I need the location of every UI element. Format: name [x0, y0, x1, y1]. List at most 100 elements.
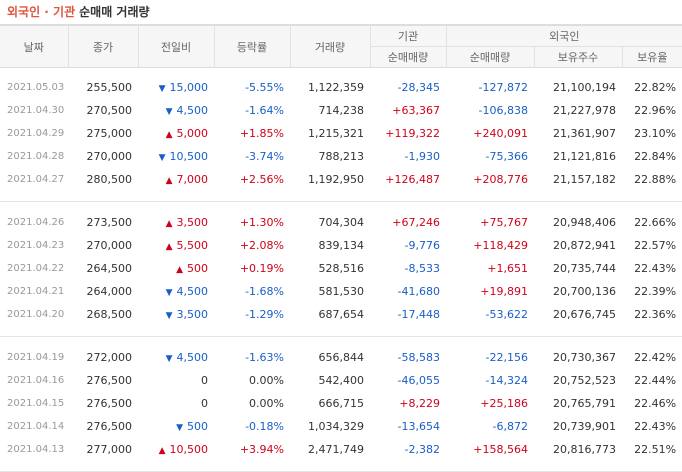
table-body: 2021.05.03 255,500 ▼ 15,000 -5.55% 1,122,359-…	[0, 68, 682, 472]
change-value: 7,000	[176, 173, 209, 186]
cell-change: ▲ 5,000	[138, 122, 214, 145]
cell-date: 2021.04.26	[7, 217, 65, 228]
cell-inst-net: -13,654	[397, 420, 440, 433]
down-arrow-icon: ▼	[158, 84, 166, 94]
cell-foreign-net: +240,091	[473, 127, 528, 140]
cell-change: ▼ 15,000	[138, 76, 214, 99]
cell-volume: 542,400	[318, 374, 365, 387]
cell-close: 264,500	[86, 262, 133, 275]
cell-foreign-net: +1,651	[487, 262, 528, 275]
cell-foreign-ratio: 22.36%	[634, 308, 677, 321]
cell-close: 273,500	[86, 216, 133, 229]
cell-foreign-ratio: 22.46%	[634, 397, 677, 410]
cell-change: ▼ 4,500	[138, 99, 214, 122]
cell-change: ▲ 10,500	[138, 438, 214, 461]
cell-change: ▼ 3,500	[138, 303, 214, 326]
cell-rate: -1.63%	[245, 351, 284, 364]
cell-foreign-net: +19,891	[480, 285, 528, 298]
cell-date: 2021.04.13	[7, 444, 65, 455]
cell-foreign-net: +25,186	[480, 397, 528, 410]
section-title: 외국인 · 기관 순매매 거래량	[7, 3, 150, 21]
title-subject: 순매매 거래량	[79, 5, 150, 19]
cell-date: 2021.04.23	[7, 240, 65, 251]
change-value: 500	[187, 262, 208, 275]
table-row: 2021.04.23 270,000 ▲ 5,500 +2.08% 839,134 -9,7…	[0, 234, 682, 257]
header-foreign-group: 외국인	[445, 25, 682, 47]
cell-foreign-hold: 20,752,523	[553, 374, 616, 387]
cell-change: ▲ 7,000	[138, 168, 214, 191]
cell-volume: 581,530	[318, 285, 365, 298]
cell-rate: -1.68%	[245, 285, 284, 298]
header-inst-net: 순매매량	[369, 46, 446, 68]
cell-close: 264,000	[86, 285, 133, 298]
table-row: 2021.04.16 276,500 0 0.00% 542,400 -46,055 -14…	[0, 369, 682, 392]
cell-foreign-hold: 20,700,136	[553, 285, 616, 298]
cell-close: 270,500	[86, 104, 133, 117]
cell-rate: -5.55%	[245, 81, 284, 94]
change-value: 5,500	[176, 239, 209, 252]
cell-foreign-hold: 21,227,978	[553, 104, 616, 117]
table-row: 2021.04.27 280,500 ▲ 7,000 +2.56% 1,192,950 +1…	[0, 168, 682, 191]
cell-change: 0	[138, 392, 214, 415]
table-row: 2021.05.03 255,500 ▼ 15,000 -5.55% 1,122,359 -…	[0, 76, 682, 99]
header-institution-group: 기관	[369, 25, 446, 47]
cell-date: 2021.04.27	[7, 174, 65, 185]
cell-close: 268,500	[86, 308, 133, 321]
cell-volume: 687,654	[318, 308, 365, 321]
cell-inst-net: +126,487	[385, 173, 440, 186]
change-value: 0	[201, 397, 208, 410]
cell-foreign-ratio: 22.43%	[634, 262, 677, 275]
cell-volume: 1,122,359	[308, 81, 364, 94]
cell-rate: +1.30%	[239, 216, 284, 229]
up-arrow-icon: ▲	[158, 446, 166, 456]
cell-close: 270,000	[86, 150, 133, 163]
table-row: 2021.04.22 264,500 ▲ 500 +0.19% 528,516 -8,533…	[0, 257, 682, 280]
cell-foreign-ratio: 22.44%	[634, 374, 677, 387]
cell-close: 276,500	[86, 374, 133, 387]
table-row: 2021.04.13 277,000 ▲ 10,500 +3.94% 2,471,749 -…	[0, 438, 682, 461]
cell-change: ▼ 4,500	[138, 280, 214, 303]
cell-foreign-hold: 21,361,907	[553, 127, 616, 140]
cell-change: ▼ 4,500	[138, 346, 214, 369]
cell-foreign-hold: 20,816,773	[553, 443, 616, 456]
cell-foreign-net: +75,767	[480, 216, 528, 229]
cell-close: 276,500	[86, 420, 133, 433]
cell-rate: 0.00%	[249, 397, 284, 410]
cell-close: 276,500	[86, 397, 133, 410]
cell-volume: 528,516	[318, 262, 365, 275]
cell-inst-net: +119,322	[385, 127, 440, 140]
title-investor-type: 외국인 · 기관	[7, 5, 76, 19]
cell-inst-net: +67,246	[392, 216, 440, 229]
table-row: 2021.04.30 270,500 ▼ 4,500 -1.64% 714,238 +63,…	[0, 99, 682, 122]
cell-foreign-hold: 20,735,744	[553, 262, 616, 275]
cell-foreign-hold: 20,765,791	[553, 397, 616, 410]
change-value: 5,000	[176, 127, 209, 140]
up-arrow-icon: ▲	[176, 265, 183, 275]
header-change: 전일비	[137, 25, 214, 68]
cell-date: 2021.04.14	[7, 421, 65, 432]
cell-rate: +2.08%	[239, 239, 284, 252]
row-spacer	[0, 461, 682, 472]
down-arrow-icon: ▼	[158, 153, 166, 163]
cell-inst-net: -8,533	[404, 262, 440, 275]
change-value: 10,500	[169, 443, 209, 456]
cell-close: 280,500	[86, 173, 133, 186]
cell-inst-net: +8,229	[399, 397, 440, 410]
down-arrow-icon: ▼	[165, 107, 173, 117]
down-arrow-icon: ▼	[176, 423, 183, 433]
row-spacer	[0, 337, 682, 347]
cell-foreign-net: +158,564	[473, 443, 528, 456]
cell-volume: 839,134	[318, 239, 365, 252]
change-value: 4,500	[176, 285, 209, 298]
cell-volume: 788,213	[318, 150, 365, 163]
cell-inst-net: -9,776	[404, 239, 440, 252]
cell-close: 255,500	[86, 81, 133, 94]
header-date: 날짜	[0, 25, 68, 68]
cell-foreign-ratio: 22.43%	[634, 420, 677, 433]
table-row: 2021.04.14 276,500 ▼ 500 -0.18% 1,034,329 -13,…	[0, 415, 682, 438]
cell-foreign-ratio: 22.84%	[634, 150, 677, 163]
cell-foreign-hold: 20,676,745	[553, 308, 616, 321]
cell-close: 277,000	[86, 443, 133, 456]
cell-inst-net: -28,345	[397, 81, 440, 94]
cell-inst-net: -1,930	[404, 150, 440, 163]
